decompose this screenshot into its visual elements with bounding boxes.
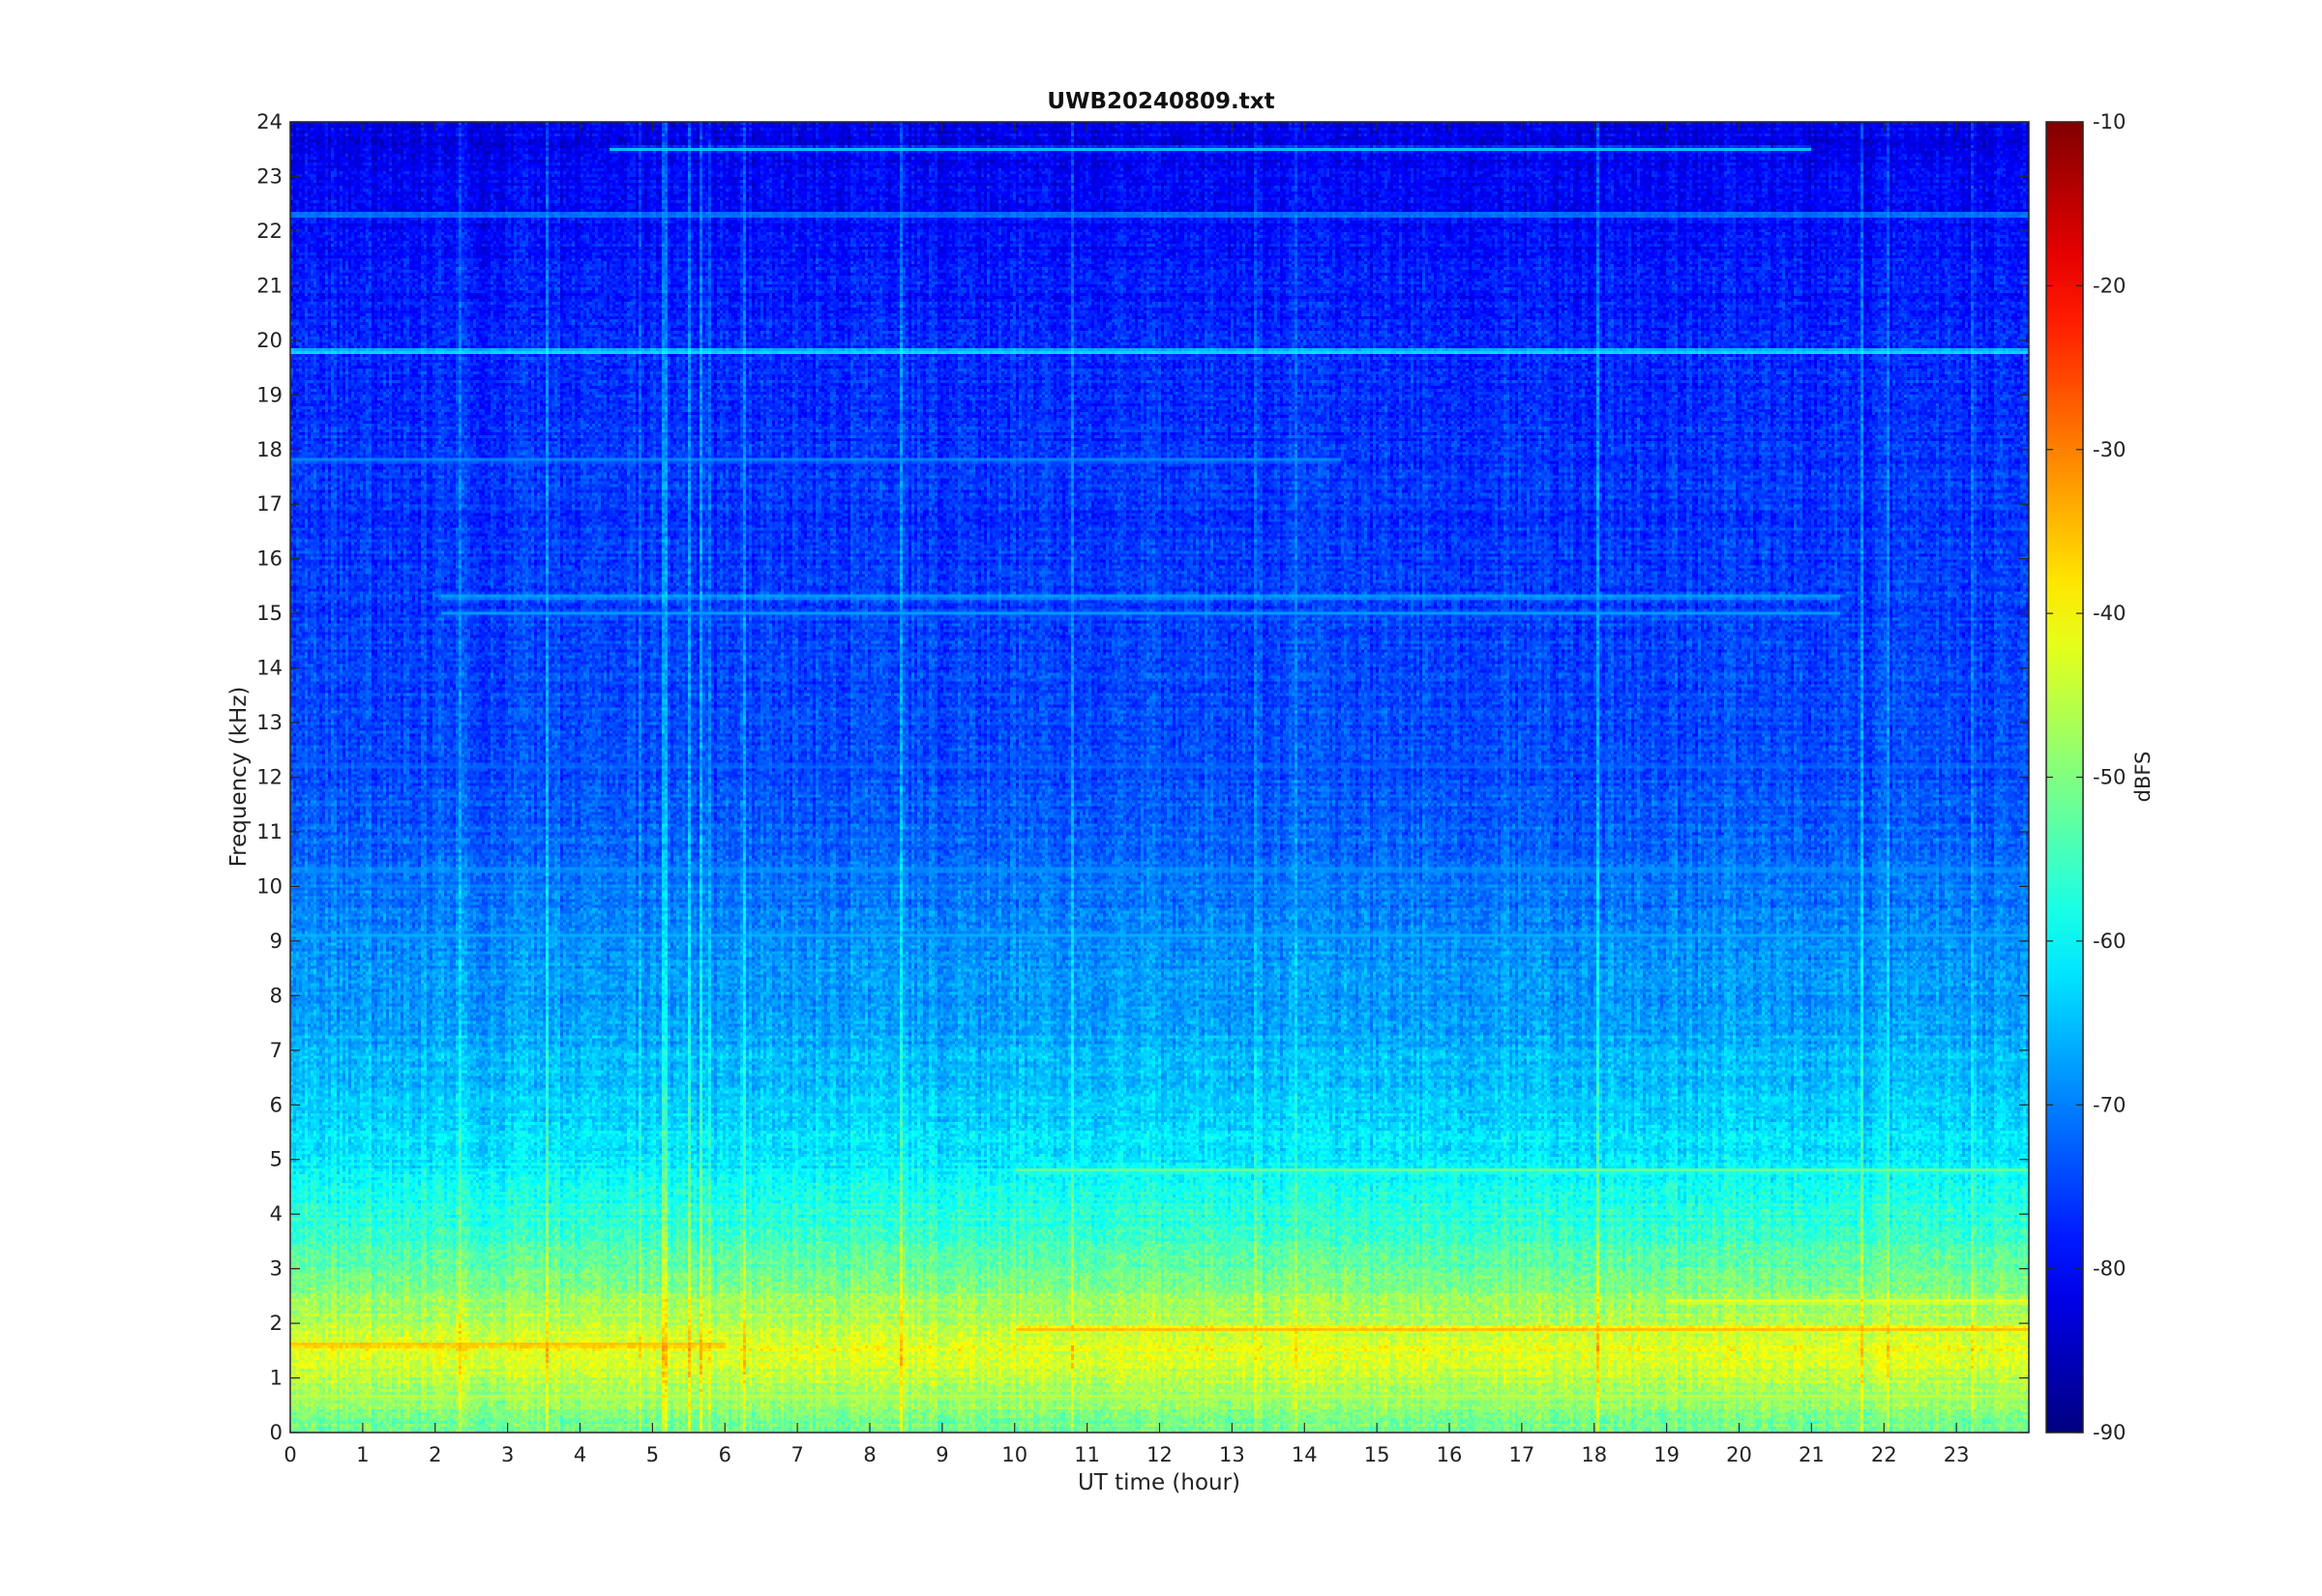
y-tick-label: 7: [270, 1039, 283, 1062]
y-tick-label: 2: [270, 1312, 283, 1335]
x-tick-label: 0: [283, 1443, 296, 1466]
x-tick-label: 6: [719, 1443, 731, 1466]
y-tick-label: 9: [270, 930, 283, 953]
colorbar-tick-label: -60: [2093, 930, 2126, 953]
x-tick-label: 9: [936, 1443, 948, 1466]
x-axis: 0 1 2 3 4 5 6 7 8 9 10 11 12 13 14 15 16 17 18 19 20 21 22 23: [283, 122, 1969, 1466]
x-tick-label: 13: [1219, 1443, 1245, 1466]
spectrogram-image: [290, 122, 2029, 1433]
colorbar: -90 -80 -70 -60 -50 -40 -30 -20 -10 dBFS: [2045, 110, 2155, 1444]
y-tick-label: 10: [256, 874, 283, 898]
colorbar-label: dBFS: [2131, 752, 2155, 803]
x-tick-label: 5: [646, 1443, 659, 1466]
y-tick-label: 8: [270, 984, 283, 1007]
y-tick-label: 14: [256, 657, 283, 680]
y-tick-label: 13: [256, 711, 283, 734]
x-tick-label: 4: [574, 1443, 586, 1466]
colorbar-tick-label: -70: [2093, 1093, 2126, 1116]
y-tick-label: 5: [270, 1148, 283, 1171]
y-tick-label: 17: [256, 492, 283, 516]
y-tick-label: 3: [270, 1257, 283, 1281]
x-tick-label: 7: [790, 1443, 803, 1466]
y-tick-label: 12: [256, 766, 283, 789]
x-tick-label: 20: [1726, 1443, 1752, 1466]
x-tick-label: 3: [501, 1443, 514, 1466]
x-tick-label: 12: [1146, 1443, 1173, 1466]
x-tick-label: 17: [1509, 1443, 1535, 1466]
x-axis-label: UT time (hour): [1078, 1470, 1240, 1495]
y-tick-label: 23: [256, 164, 283, 188]
x-tick-label: 1: [356, 1443, 369, 1466]
x-tick-label: 22: [1871, 1443, 1897, 1466]
x-tick-label: 18: [1581, 1443, 1607, 1466]
x-tick-label: 21: [1799, 1443, 1825, 1466]
y-tick-label: 24: [256, 110, 283, 133]
y-tick-label: 18: [256, 438, 283, 461]
y-axis-label: Frequency (kHz): [226, 687, 252, 868]
y-tick-label: 1: [270, 1367, 283, 1390]
y-tick-label: 15: [256, 602, 283, 625]
y-tick-label: 11: [256, 820, 283, 843]
y-tick-label: 19: [256, 383, 283, 406]
x-tick-label: 2: [429, 1443, 441, 1466]
x-tick-label: 14: [1292, 1443, 1318, 1466]
colorbar-tick-label: -90: [2093, 1421, 2126, 1444]
y-tick-label: 0: [270, 1421, 283, 1444]
y-tick-label: 6: [270, 1093, 283, 1116]
colorbar-tick-label: -20: [2093, 274, 2126, 297]
y-tick-label: 21: [256, 274, 283, 297]
x-tick-label: 16: [1437, 1443, 1463, 1466]
colorbar-tick-label: -30: [2093, 438, 2126, 461]
y-tick-label: 22: [256, 220, 283, 243]
colorbar-tick-label: -50: [2093, 766, 2126, 789]
y-tick-label: 20: [256, 329, 283, 352]
x-tick-label: 11: [1074, 1443, 1100, 1466]
colorbar-tick-label: -40: [2093, 602, 2126, 625]
x-tick-label: 10: [1001, 1443, 1027, 1466]
y-tick-label: 16: [256, 547, 283, 571]
x-tick-label: 19: [1653, 1443, 1680, 1466]
chart-title: UWB20240809.txt: [1047, 89, 1274, 114]
x-tick-label: 15: [1364, 1443, 1390, 1466]
plot-area: [289, 121, 2030, 1433]
y-tick-label: 4: [270, 1202, 283, 1226]
colorbar-tick-label: -10: [2093, 110, 2126, 133]
x-tick-label: 8: [863, 1443, 876, 1466]
x-tick-label: 23: [1944, 1443, 1970, 1466]
colorbar-tick-label: -80: [2093, 1257, 2126, 1281]
